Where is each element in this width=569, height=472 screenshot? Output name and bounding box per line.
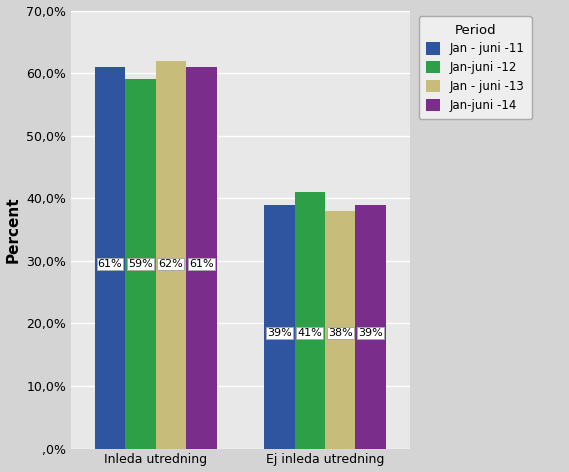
Text: 38%: 38% xyxy=(328,328,353,338)
Legend: Jan - juni -11, Jan-juni -12, Jan - juni -13, Jan-juni -14: Jan - juni -11, Jan-juni -12, Jan - juni… xyxy=(419,17,531,119)
Bar xyxy=(94,67,125,448)
Text: 62%: 62% xyxy=(159,259,183,269)
Bar xyxy=(156,60,186,448)
Text: 39%: 39% xyxy=(267,328,292,338)
Y-axis label: Percent: Percent xyxy=(6,196,20,263)
Bar xyxy=(295,192,325,448)
Bar xyxy=(325,211,356,448)
Bar xyxy=(356,204,386,448)
Text: 61%: 61% xyxy=(98,259,122,269)
Bar xyxy=(125,79,156,448)
Text: 41%: 41% xyxy=(298,328,322,338)
Text: 59%: 59% xyxy=(128,259,153,269)
Text: 39%: 39% xyxy=(358,328,383,338)
Bar xyxy=(264,204,295,448)
Text: 61%: 61% xyxy=(189,259,214,269)
Bar xyxy=(186,67,217,448)
